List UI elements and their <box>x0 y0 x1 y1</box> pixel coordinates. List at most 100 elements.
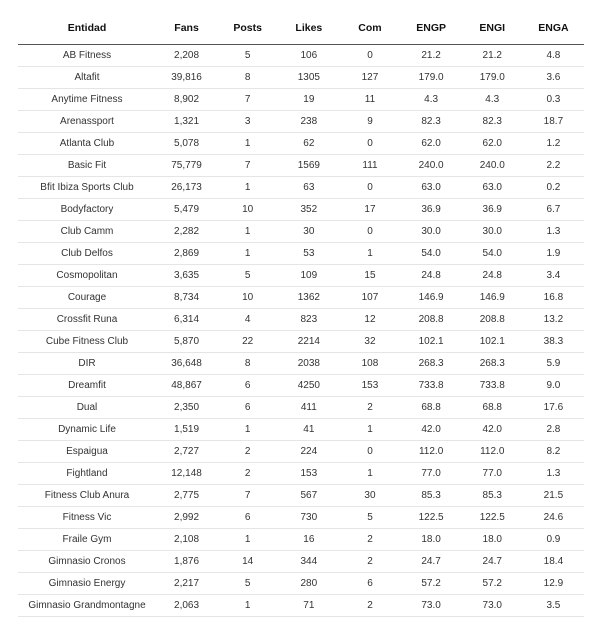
value-cell: 1 <box>217 595 278 617</box>
value-cell: 0 <box>339 133 400 155</box>
value-cell: 127 <box>339 67 400 89</box>
value-cell: 179.0 <box>462 67 523 89</box>
value-cell: 102.1 <box>462 331 523 353</box>
value-cell: 42.0 <box>401 419 462 441</box>
value-cell: 2,869 <box>156 243 217 265</box>
value-cell: 2.8 <box>523 419 584 441</box>
value-cell: 77.0 <box>462 463 523 485</box>
value-cell: 1.2 <box>523 133 584 155</box>
value-cell: 24.7 <box>462 551 523 573</box>
value-cell: 4 <box>217 309 278 331</box>
value-cell: 344 <box>278 551 339 573</box>
entity-name-cell: Courage <box>18 287 156 309</box>
value-cell: 823 <box>278 309 339 331</box>
table-row: Gimnasio Grandmontagne2,063171273.073.03… <box>18 595 584 617</box>
value-cell: 68.8 <box>401 397 462 419</box>
value-cell: 15 <box>339 265 400 287</box>
value-cell: 4.3 <box>462 89 523 111</box>
value-cell: 63.0 <box>401 177 462 199</box>
value-cell: 5,078 <box>156 133 217 155</box>
value-cell: 12,148 <box>156 463 217 485</box>
value-cell: 1.3 <box>523 463 584 485</box>
table-row: Dynamic Life1,519141142.042.02.8 <box>18 419 584 441</box>
table-row: Bodyfactory5,479103521736.936.96.7 <box>18 199 584 221</box>
value-cell: 0.3 <box>523 89 584 111</box>
col-header-fans: Fans <box>156 14 217 45</box>
value-cell: 153 <box>278 463 339 485</box>
table-row: Gimnasio Energy2,2175280657.257.212.9 <box>18 573 584 595</box>
value-cell: 2,282 <box>156 221 217 243</box>
value-cell: 1 <box>339 243 400 265</box>
value-cell: 111 <box>339 155 400 177</box>
value-cell: 6 <box>217 507 278 529</box>
value-cell: 1,519 <box>156 419 217 441</box>
value-cell: 36.9 <box>401 199 462 221</box>
value-cell: 7 <box>217 155 278 177</box>
value-cell: 2,217 <box>156 573 217 595</box>
value-cell: 2 <box>339 397 400 419</box>
value-cell: 1 <box>217 177 278 199</box>
value-cell: 14 <box>217 551 278 573</box>
value-cell: 240.0 <box>462 155 523 177</box>
table-row: Fitness Club Anura2,77575673085.385.321.… <box>18 485 584 507</box>
value-cell: 0.2 <box>523 177 584 199</box>
table-row: AB Fitness2,2085106021.221.24.8 <box>18 45 584 67</box>
value-cell: 24.8 <box>462 265 523 287</box>
value-cell: 8 <box>217 353 278 375</box>
table-row: Espaigua2,72722240112.0112.08.2 <box>18 441 584 463</box>
value-cell: 48,867 <box>156 375 217 397</box>
value-cell: 8 <box>217 67 278 89</box>
value-cell: 10 <box>217 287 278 309</box>
table-row: DIR36,64882038108268.3268.35.9 <box>18 353 584 375</box>
table-row: Basic Fit75,77971569111240.0240.02.2 <box>18 155 584 177</box>
value-cell: 7 <box>217 485 278 507</box>
col-header-enga: ENGA <box>523 14 584 45</box>
value-cell: 41 <box>278 419 339 441</box>
value-cell: 77.0 <box>401 463 462 485</box>
value-cell: 146.9 <box>401 287 462 309</box>
value-cell: 102.1 <box>401 331 462 353</box>
value-cell: 0 <box>339 177 400 199</box>
value-cell: 75,779 <box>156 155 217 177</box>
table-row: Dual2,3506411268.868.817.6 <box>18 397 584 419</box>
table-row: Cosmopolitan3,63551091524.824.83.4 <box>18 265 584 287</box>
col-header-engi: ENGI <box>462 14 523 45</box>
value-cell: 21.2 <box>401 45 462 67</box>
value-cell: 2038 <box>278 353 339 375</box>
value-cell: 153 <box>339 375 400 397</box>
col-header-posts: Posts <box>217 14 278 45</box>
entity-name-cell: Altafit <box>18 67 156 89</box>
value-cell: 1 <box>217 133 278 155</box>
entity-name-cell: Bodyfactory <box>18 199 156 221</box>
value-cell: 63.0 <box>462 177 523 199</box>
value-cell: 1362 <box>278 287 339 309</box>
value-cell: 2,063 <box>156 595 217 617</box>
value-cell: 2,208 <box>156 45 217 67</box>
value-cell: 0 <box>339 441 400 463</box>
value-cell: 122.5 <box>401 507 462 529</box>
entity-name-cell: Gimnasio Cronos <box>18 551 156 573</box>
value-cell: 2 <box>339 595 400 617</box>
value-cell: 2,350 <box>156 397 217 419</box>
value-cell: 1 <box>217 243 278 265</box>
value-cell: 107 <box>339 287 400 309</box>
value-cell: 8,902 <box>156 89 217 111</box>
value-cell: 36,648 <box>156 353 217 375</box>
value-cell: 12 <box>339 309 400 331</box>
value-cell: 179.0 <box>401 67 462 89</box>
value-cell: 2 <box>217 441 278 463</box>
value-cell: 9.0 <box>523 375 584 397</box>
entity-name-cell: Arenassport <box>18 111 156 133</box>
value-cell: 2.2 <box>523 155 584 177</box>
entity-name-cell: Dual <box>18 397 156 419</box>
value-cell: 122.5 <box>462 507 523 529</box>
value-cell: 73.0 <box>462 595 523 617</box>
value-cell: 1 <box>217 419 278 441</box>
value-cell: 42.0 <box>462 419 523 441</box>
value-cell: 62.0 <box>462 133 523 155</box>
value-cell: 36.9 <box>462 199 523 221</box>
value-cell: 146.9 <box>462 287 523 309</box>
value-cell: 0 <box>339 221 400 243</box>
value-cell: 21.2 <box>462 45 523 67</box>
entity-name-cell: Fitness Vic <box>18 507 156 529</box>
